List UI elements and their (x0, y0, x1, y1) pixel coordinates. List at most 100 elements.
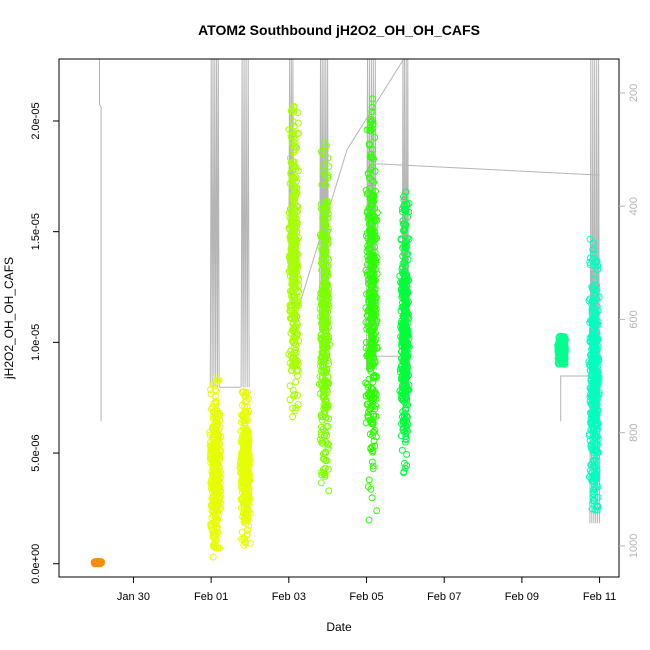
data-point (324, 357, 332, 365)
data-point (214, 497, 222, 505)
pressure-segment (374, 163, 600, 176)
data-point (586, 430, 593, 438)
data-point (244, 516, 251, 523)
data-point (403, 359, 411, 367)
data-point (402, 386, 410, 394)
data-point (368, 458, 376, 466)
data-point (318, 149, 326, 157)
data-point (317, 362, 324, 370)
data-point (371, 442, 379, 450)
series-2017-02-05b (396, 188, 413, 477)
data-point (287, 159, 295, 167)
data-point (373, 270, 381, 278)
data-point (400, 226, 408, 234)
data-point (290, 148, 298, 156)
data-point (399, 340, 407, 348)
x-tick-label: Feb 11 (583, 591, 616, 603)
data-point (590, 297, 598, 305)
data-point (206, 442, 214, 450)
series-2017-01-31 (206, 374, 225, 561)
data-point (403, 450, 411, 458)
data-point (400, 243, 408, 251)
data-point (295, 129, 302, 137)
data-point (589, 490, 597, 498)
data-point (363, 380, 371, 388)
data-point (288, 301, 296, 309)
data-point (594, 425, 602, 433)
x-tick-label: Feb 05 (349, 591, 383, 603)
data-point (211, 423, 219, 431)
data-point (561, 342, 569, 350)
series-2017-02-03b (315, 139, 333, 495)
data-point (321, 368, 329, 376)
x-tick-label: Jan 30 (117, 591, 150, 603)
data-point (244, 480, 251, 488)
data-point (289, 175, 297, 183)
data-point (401, 357, 408, 365)
data-point (366, 212, 373, 220)
data-point (289, 190, 296, 198)
data-point (210, 436, 218, 444)
data-point (590, 319, 598, 327)
data-point (294, 372, 301, 380)
data-point (590, 276, 598, 284)
data-point (319, 261, 327, 269)
data-point (372, 336, 380, 344)
data-point (238, 418, 245, 426)
data-point (403, 462, 411, 469)
data-point (368, 95, 376, 103)
pressure-segment (298, 58, 405, 309)
data-point (319, 208, 327, 216)
data-point (368, 309, 376, 317)
data-point (366, 241, 374, 249)
data-point (367, 323, 375, 331)
data-point (323, 431, 331, 439)
data-point (285, 209, 293, 217)
data-point (592, 484, 599, 492)
data-point (370, 289, 378, 297)
data-point (370, 191, 378, 199)
series-2017-02-10 (554, 332, 569, 368)
plot-frame (58, 58, 620, 578)
data-point (371, 323, 379, 331)
data-point (369, 465, 377, 473)
data-point (325, 163, 333, 171)
data-point (398, 420, 406, 428)
data-point (293, 332, 300, 339)
data-point (242, 471, 250, 479)
data-point (290, 103, 298, 110)
data-point (364, 170, 372, 178)
data-point (398, 446, 406, 454)
data-point (372, 256, 380, 264)
data-point (593, 309, 601, 317)
data-point (592, 447, 600, 455)
x-tick-label: Feb 03 (272, 591, 306, 603)
right-tick-label: 1000 (628, 534, 640, 558)
data-point (589, 246, 597, 254)
data-point (368, 146, 376, 154)
data-point (366, 405, 374, 413)
data-point (244, 438, 251, 446)
data-point (318, 181, 326, 189)
data-point (368, 494, 376, 502)
data-point (588, 331, 596, 339)
data-point (321, 409, 329, 417)
data-point (559, 335, 567, 343)
data-point (324, 154, 332, 162)
data-point (290, 232, 298, 239)
data-point (291, 275, 298, 283)
data-point (320, 292, 327, 300)
data-point (316, 436, 324, 444)
data-point (594, 362, 602, 370)
data-point (367, 116, 375, 123)
data-point (402, 323, 410, 331)
data-point (241, 538, 249, 546)
data-point (372, 372, 380, 380)
data-point (95, 560, 103, 568)
data-point (325, 441, 333, 449)
data-point (210, 540, 218, 548)
data-point (590, 486, 598, 494)
data-point (324, 465, 332, 473)
data-point (207, 386, 215, 394)
data-point (590, 285, 598, 293)
